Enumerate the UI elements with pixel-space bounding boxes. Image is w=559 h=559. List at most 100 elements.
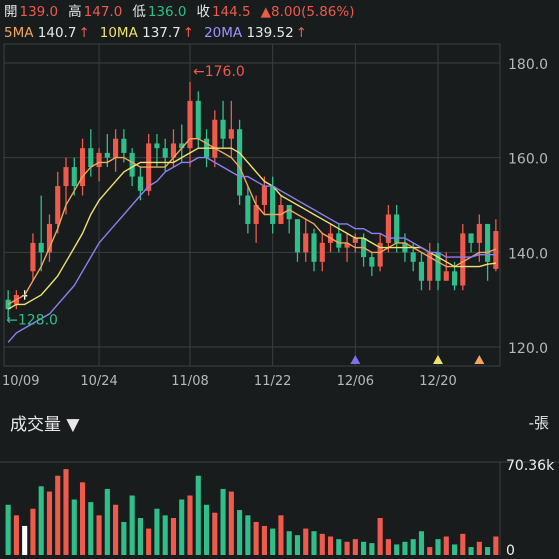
candle-body [336, 233, 342, 248]
event-marker-icon [433, 355, 443, 364]
axis-labels: 180.0 160.0 140.0 120.0 10/09 10/24 11/08 11/22… [2, 57, 555, 559]
volume-bar [38, 486, 44, 555]
low-label: 低 [132, 4, 146, 20]
candle-body [451, 271, 458, 286]
ma20-value: 139.52 [246, 25, 294, 41]
candle-body [303, 233, 309, 253]
volume-unit: -張 [528, 414, 549, 432]
low-value: 136.0 [147, 4, 187, 20]
volume-bar [377, 517, 383, 555]
volume-bar [113, 504, 119, 555]
volume-bar [220, 488, 226, 555]
ma-line-10ma [7, 147, 496, 310]
candle-body [237, 129, 243, 196]
volume-bar [154, 508, 160, 555]
volume-bar [394, 544, 400, 555]
candle-body [311, 233, 317, 262]
candle-body [187, 100, 193, 149]
volume-bar [22, 525, 28, 555]
y-tick-label: 120.0 [508, 341, 548, 357]
candle-body [385, 214, 391, 243]
candles [5, 81, 499, 319]
volume-bar [121, 521, 127, 555]
candle-body [129, 152, 135, 177]
volume-bar [245, 515, 251, 555]
y-tick-label: 180.0 [508, 57, 548, 73]
x-tick-label: 11/22 [254, 374, 291, 389]
candle-body [220, 119, 226, 139]
candle-body [435, 252, 441, 281]
volume-bar [327, 536, 334, 555]
volume-bar [352, 539, 358, 555]
candle-body [253, 205, 259, 224]
low-marker: ←128.0 [6, 313, 58, 329]
candle-body [113, 138, 119, 158]
volume-bar [253, 521, 259, 555]
candle-body [270, 186, 276, 224]
volume-max-label: 70.36k [506, 458, 555, 474]
candle-body [443, 271, 449, 281]
volume-bar [104, 488, 110, 555]
volume-bar [460, 533, 466, 555]
volume-bar [63, 469, 69, 555]
candle-body [179, 143, 185, 149]
close-value: 144.5 [211, 4, 251, 20]
ma20-label: 20MA [204, 25, 243, 41]
volume-bar [319, 533, 325, 555]
volume-bar [46, 491, 53, 555]
volume-bar [493, 536, 499, 555]
volume-bar [237, 510, 243, 555]
chart-grid [0, 43, 559, 555]
high-marker: ←176.0 [193, 64, 245, 80]
volume-bar [311, 531, 317, 555]
volume-bar [361, 541, 367, 555]
ma-row: 5MA 140.7 ↑ 10MA 137.7 ↑ 20MA 139.52 ↑ [4, 25, 307, 41]
candle-body [394, 214, 400, 243]
volume-bar [5, 504, 11, 555]
candle-body [121, 138, 127, 153]
candle-body [195, 100, 201, 139]
volume-bar [418, 531, 425, 555]
x-tick-label: 10/09 [2, 374, 39, 389]
close-label: 收 [196, 4, 210, 20]
candle-body [460, 233, 466, 286]
candle-body [104, 152, 110, 158]
candle-body [369, 257, 375, 267]
candle-body [154, 143, 160, 149]
open-label: 開 [4, 4, 18, 20]
volume-bar [261, 525, 267, 555]
high-value: 147.0 [83, 4, 123, 20]
candle-body [212, 119, 218, 158]
volume-bar [451, 544, 458, 555]
candle-body [352, 238, 358, 243]
volume-bar [336, 539, 342, 555]
volume-dropdown[interactable]: 成交量 ▼ [10, 415, 80, 435]
volume-bar [286, 531, 292, 555]
ma10-arrow: ↑ [182, 25, 195, 41]
ma10-value: 137.7 [142, 25, 181, 41]
high-label: 高 [68, 4, 82, 20]
volume-bar [427, 547, 433, 555]
volume-bar [294, 535, 301, 555]
candle-body [30, 242, 36, 272]
volume-bar [385, 539, 391, 555]
candle-body [245, 195, 251, 224]
volume-bar [30, 508, 36, 555]
x-tick-label: 11/08 [171, 374, 208, 389]
candle-body [162, 148, 168, 158]
volume-bar [162, 515, 168, 555]
change-value: ▲8.00(5.86%) [260, 4, 355, 20]
candle-body [96, 152, 102, 168]
x-tick-label: 12/06 [337, 374, 374, 389]
ma20-arrow: ↑ [295, 25, 307, 41]
volume-bar [170, 517, 177, 555]
candle-body [137, 176, 143, 191]
volume-bar [212, 512, 218, 555]
volume-bar [203, 504, 210, 555]
event-marker-icon [474, 355, 485, 364]
volume-bar [303, 528, 309, 555]
volume-bar [146, 528, 152, 555]
ma5-arrow: ↑ [78, 25, 90, 41]
volume-bar [137, 517, 143, 555]
